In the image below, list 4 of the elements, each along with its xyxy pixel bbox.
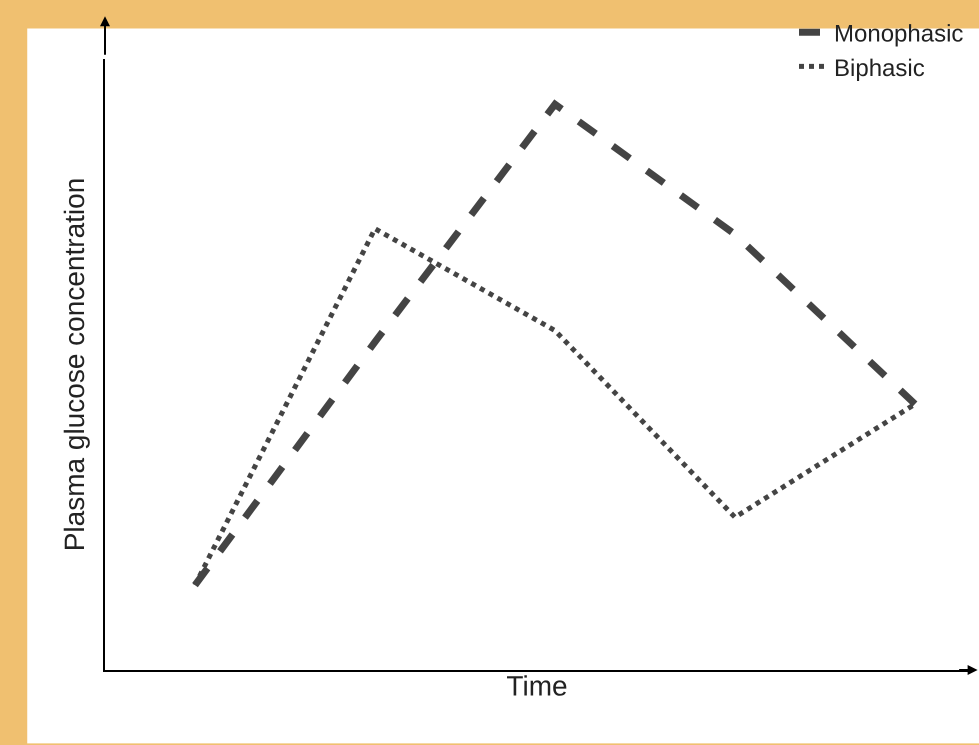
y-axis-title: Plasma glucose concentration — [59, 178, 90, 552]
legend-label: Biphasic — [834, 54, 925, 82]
legend-label: Monophasic — [834, 20, 964, 48]
x-axis-title: Time — [506, 670, 568, 702]
